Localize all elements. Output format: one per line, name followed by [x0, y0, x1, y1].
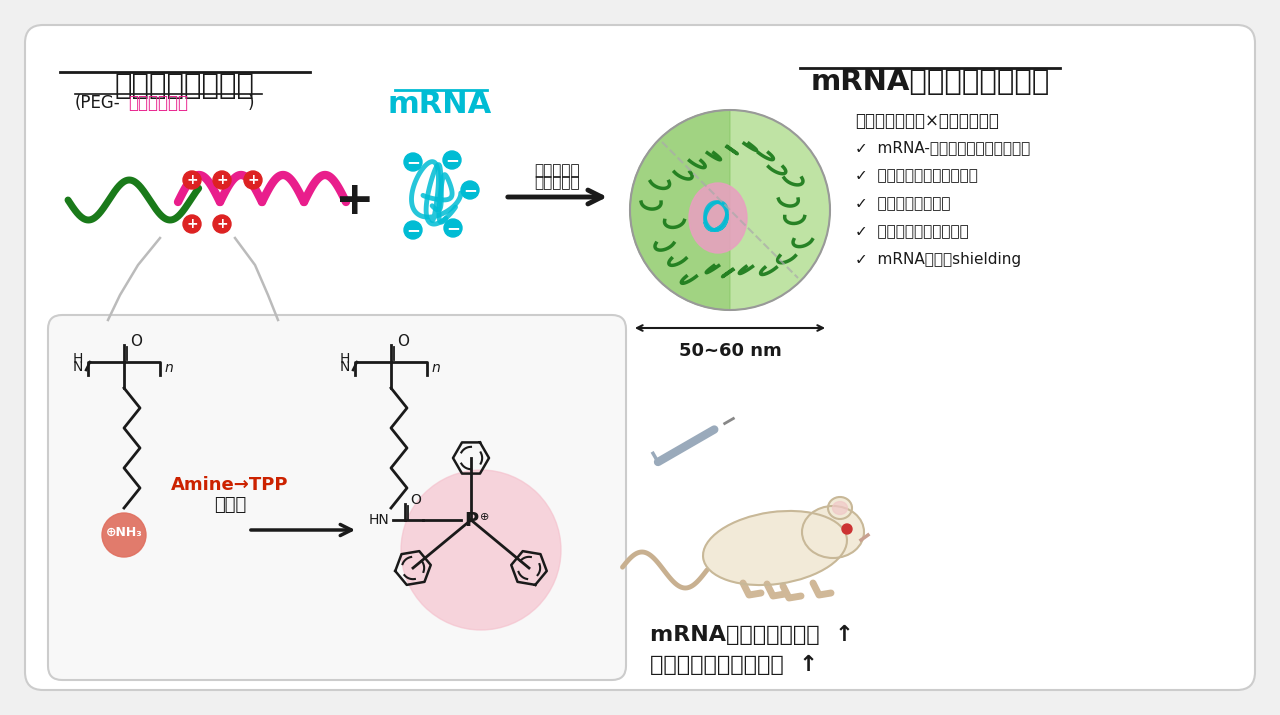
- Text: P: P: [463, 511, 477, 530]
- Text: +: +: [335, 179, 375, 225]
- Circle shape: [183, 215, 201, 233]
- Text: (PEG-: (PEG-: [76, 94, 120, 112]
- Text: O: O: [397, 335, 410, 350]
- Text: +: +: [247, 173, 259, 187]
- Text: mRNA: mRNA: [388, 90, 492, 119]
- Text: Amine→TPP: Amine→TPP: [172, 476, 289, 494]
- Text: +: +: [186, 173, 198, 187]
- Circle shape: [183, 171, 201, 189]
- Text: ✓  mRNA表面のshielding: ✓ mRNA表面のshielding: [855, 252, 1021, 267]
- Circle shape: [461, 181, 479, 199]
- Text: 組織中タンパク質発現  ↑: 組織中タンパク質発現 ↑: [650, 655, 818, 675]
- Circle shape: [842, 524, 852, 534]
- Ellipse shape: [803, 506, 864, 558]
- Text: −: −: [406, 221, 420, 239]
- Text: O: O: [131, 335, 142, 350]
- Text: +: +: [216, 173, 228, 187]
- Text: mRNA内包高分子ミセル: mRNA内包高分子ミセル: [810, 68, 1050, 96]
- Text: ): ): [248, 94, 255, 112]
- Circle shape: [404, 153, 422, 171]
- FancyBboxPatch shape: [26, 25, 1254, 690]
- Text: ✓  コンパクトなコア構造: ✓ コンパクトなコア構造: [855, 224, 969, 239]
- Circle shape: [630, 110, 829, 310]
- Circle shape: [212, 215, 230, 233]
- Polygon shape: [630, 110, 730, 310]
- Text: mRNAの生体内安定性  ↑: mRNAの生体内安定性 ↑: [650, 625, 854, 645]
- Text: O: O: [410, 493, 421, 507]
- Text: −: −: [463, 181, 477, 199]
- Circle shape: [404, 221, 422, 239]
- Text: −: −: [406, 153, 420, 171]
- Text: ⊕NH₃: ⊕NH₃: [106, 526, 142, 538]
- Circle shape: [443, 151, 461, 169]
- Text: 自己組織化: 自己組織化: [534, 175, 580, 190]
- Text: 水溶液中で: 水溶液中で: [534, 163, 580, 178]
- Text: ブロック共重合体: ブロック共重合体: [115, 72, 255, 100]
- Circle shape: [401, 470, 561, 630]
- Text: H: H: [73, 352, 83, 366]
- Ellipse shape: [703, 511, 847, 585]
- Text: ✓  mRNA-ポリマー間の強固な結合: ✓ mRNA-ポリマー間の強固な結合: [855, 140, 1030, 155]
- Circle shape: [212, 171, 230, 189]
- Ellipse shape: [689, 183, 748, 253]
- Text: HN: HN: [369, 513, 389, 527]
- Text: に変換: に変換: [214, 496, 246, 514]
- Ellipse shape: [832, 501, 847, 515]
- Text: +: +: [216, 217, 228, 231]
- Circle shape: [102, 513, 146, 557]
- Circle shape: [244, 171, 262, 189]
- FancyBboxPatch shape: [49, 315, 626, 680]
- Ellipse shape: [828, 497, 852, 519]
- Text: n: n: [165, 361, 174, 375]
- Text: +: +: [186, 217, 198, 231]
- Text: N: N: [339, 360, 351, 374]
- Circle shape: [444, 219, 462, 237]
- Text: n: n: [433, 361, 440, 375]
- Text: 50~60 nm: 50~60 nm: [678, 342, 781, 360]
- Text: H: H: [339, 352, 351, 366]
- Text: −: −: [445, 219, 460, 237]
- Text: 「実験的評価」×「計算科学」: 「実験的評価」×「計算科学」: [855, 112, 998, 130]
- Text: ✓  水分子の追い出し: ✓ 水分子の追い出し: [855, 196, 951, 211]
- Text: −: −: [445, 151, 460, 169]
- Text: ⊕: ⊕: [480, 512, 489, 522]
- Text: N: N: [73, 360, 83, 374]
- Text: ✓  ポリマー同士の相互作用: ✓ ポリマー同士の相互作用: [855, 168, 978, 183]
- Text: ポリカチオン: ポリカチオン: [128, 94, 188, 112]
